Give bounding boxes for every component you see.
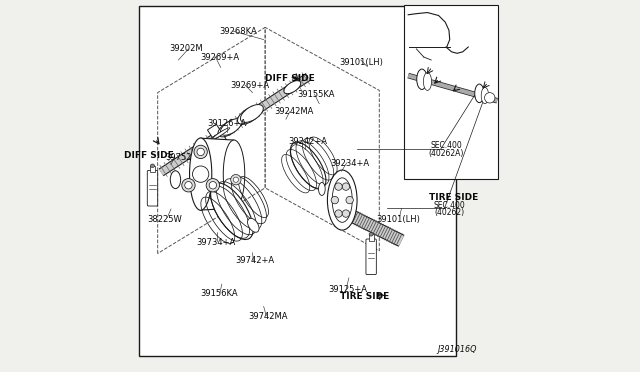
Ellipse shape [417,69,427,89]
Ellipse shape [207,131,224,143]
Text: SEC.400: SEC.400 [430,141,462,151]
Ellipse shape [211,129,228,140]
Text: 39202M: 39202M [170,44,204,53]
FancyBboxPatch shape [366,239,376,275]
Ellipse shape [220,119,242,135]
Circle shape [331,196,339,204]
Text: (40262A): (40262A) [428,149,464,158]
Text: 39242+A: 39242+A [289,137,328,146]
Polygon shape [207,124,228,147]
Circle shape [194,145,207,158]
Circle shape [193,166,209,182]
Text: 39269+A: 39269+A [200,52,239,61]
Bar [150,166,155,173]
Text: 39126+A: 39126+A [207,119,246,128]
Text: 39101(LH): 39101(LH) [339,58,383,67]
Text: 39734+A: 39734+A [196,238,235,247]
Polygon shape [200,138,234,210]
Ellipse shape [424,73,431,90]
Ellipse shape [209,130,226,141]
Text: 39156KA: 39156KA [200,289,238,298]
Ellipse shape [223,140,244,208]
Ellipse shape [211,183,253,240]
Ellipse shape [248,218,259,232]
Circle shape [346,196,353,204]
Text: TIRE SIDE: TIRE SIDE [340,292,389,301]
Circle shape [209,182,216,189]
Circle shape [206,179,220,192]
Circle shape [342,210,349,217]
Ellipse shape [170,171,180,189]
Ellipse shape [369,232,373,236]
Ellipse shape [218,121,239,137]
Ellipse shape [319,183,325,195]
Ellipse shape [284,81,301,94]
Circle shape [230,174,241,185]
Ellipse shape [291,142,326,189]
Text: DIFF SIDE: DIFF SIDE [265,74,314,83]
Text: 39752: 39752 [165,153,191,161]
Text: 39242MA: 39242MA [275,108,314,116]
Circle shape [484,93,495,103]
Text: DIFF SIDE: DIFF SIDE [124,151,173,160]
Bar [369,234,374,241]
Circle shape [342,183,349,190]
FancyBboxPatch shape [147,170,157,206]
Text: (40262): (40262) [435,208,465,217]
Circle shape [335,183,342,190]
Bar [404,5,498,179]
Text: 39742+A: 39742+A [236,256,275,265]
Text: 38225W: 38225W [148,215,182,224]
Text: 39125+A: 39125+A [328,285,367,294]
Ellipse shape [332,178,352,222]
Text: TIRE SIDE: TIRE SIDE [429,193,478,202]
Circle shape [182,179,195,192]
Circle shape [185,182,192,189]
Ellipse shape [237,106,260,124]
Ellipse shape [328,170,357,230]
Ellipse shape [241,105,263,122]
Ellipse shape [205,132,223,144]
Ellipse shape [150,164,154,167]
Ellipse shape [189,138,212,210]
Ellipse shape [481,87,488,104]
Circle shape [197,148,204,155]
Text: 39234+A: 39234+A [330,158,369,167]
Circle shape [335,210,342,217]
Ellipse shape [212,128,230,139]
Text: 39268KA: 39268KA [220,26,257,36]
Ellipse shape [475,84,484,103]
Circle shape [233,177,239,182]
Text: 39101(LH): 39101(LH) [376,215,420,224]
Bar [139,6,456,356]
Text: 39269+A: 39269+A [230,81,269,90]
Text: J391016Q: J391016Q [437,345,477,354]
Text: 39742MA: 39742MA [248,312,288,321]
Text: 39155KA: 39155KA [298,90,335,99]
Text: SEC.400: SEC.400 [434,201,465,210]
